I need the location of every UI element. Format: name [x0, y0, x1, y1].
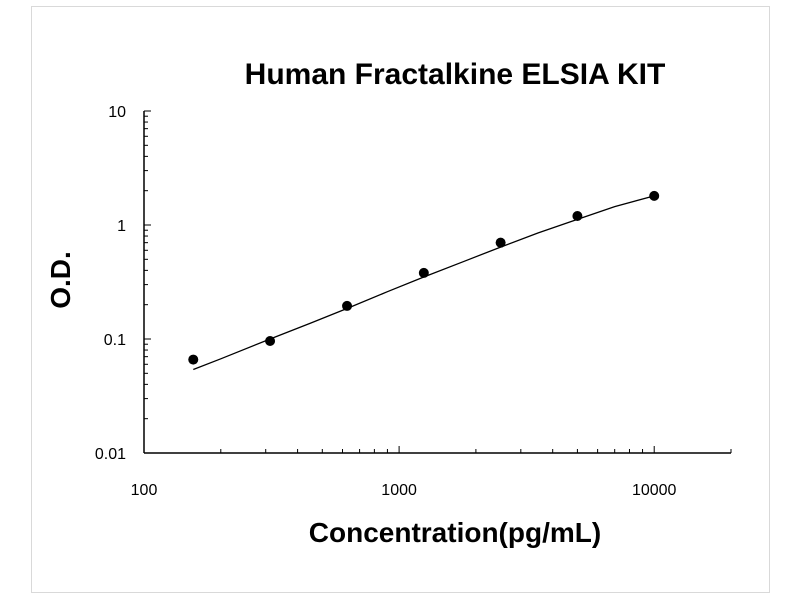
axes: [143, 110, 732, 454]
x-axis-title: Concentration(pg/mL): [309, 517, 601, 548]
y-axis-title: O.D.: [45, 251, 76, 309]
data-point: [572, 210, 583, 221]
y-tick-label: 10: [108, 104, 126, 121]
data-point: [418, 267, 429, 278]
y-tick-label: 1: [117, 218, 126, 235]
plot-area: [188, 190, 660, 371]
y-tick-label: 0.01: [95, 446, 126, 463]
fit-curve-line: [193, 195, 655, 371]
x-tick-label: 1000: [381, 482, 417, 499]
chart-title: Human Fractalkine ELSIA KIT: [245, 58, 666, 91]
data-point: [649, 190, 660, 201]
data-point: [265, 336, 276, 347]
y-tick-label: 0.1: [104, 332, 126, 349]
data-point: [188, 354, 199, 365]
data-point: [342, 300, 353, 311]
x-tick-label: 100: [131, 482, 158, 499]
data-point: [495, 237, 506, 248]
x-tick-label: 10000: [632, 482, 677, 499]
tick-labels: 0.01 0.1 1 10 100 1000 10000: [95, 104, 677, 499]
chart-frame: [31, 6, 770, 593]
